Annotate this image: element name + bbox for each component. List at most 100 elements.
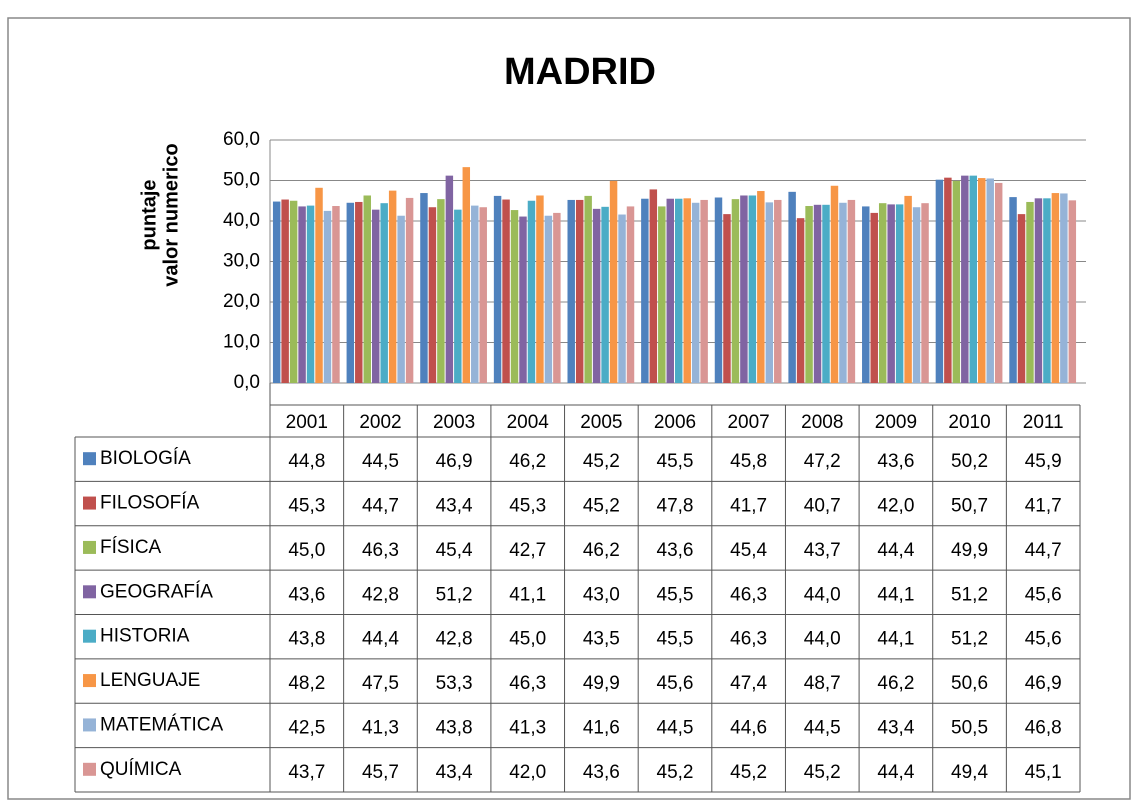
- data-label: 40,7: [804, 496, 841, 517]
- data-label: 46,3: [509, 673, 546, 694]
- data-label: 42,5: [288, 717, 325, 738]
- data-label: 46,2: [583, 540, 620, 561]
- data-label: 47,2: [804, 451, 841, 472]
- data-label: 46,2: [877, 673, 914, 694]
- bar: [649, 189, 658, 383]
- data-label: 42,0: [509, 762, 546, 783]
- x-tick-label: 2009: [875, 412, 917, 433]
- data-label: 44,1: [877, 584, 914, 605]
- data-label: 45,0: [288, 540, 325, 561]
- legend-swatch: [83, 540, 96, 554]
- bar: [388, 190, 397, 383]
- bar: [575, 199, 584, 383]
- data-label: 50,5: [951, 717, 988, 738]
- data-label: 43,6: [877, 451, 914, 472]
- x-tick-label: 2007: [727, 412, 769, 433]
- data-label: 43,6: [583, 762, 620, 783]
- data-label: 46,9: [1025, 673, 1062, 694]
- data-label: 45,3: [288, 496, 325, 517]
- bar: [479, 207, 487, 383]
- bar: [567, 199, 575, 383]
- data-label: 43,8: [436, 717, 473, 738]
- x-tick-label: 2001: [286, 412, 328, 433]
- legend-label: HISTORIA: [100, 626, 190, 647]
- y-label-line: valor numerico: [160, 143, 182, 286]
- data-label: 43,4: [436, 496, 473, 517]
- data-label: 45,5: [657, 584, 694, 605]
- data-label: 43,6: [657, 540, 694, 561]
- bar: [609, 180, 618, 383]
- bar: [289, 200, 298, 383]
- bar: [757, 191, 765, 383]
- legend-label: FILOSOFÍA: [100, 493, 200, 514]
- bar: [601, 206, 609, 383]
- bar: [306, 205, 315, 383]
- x-tick-label: 2008: [801, 412, 843, 433]
- legend-swatch: [83, 585, 96, 599]
- data-label: 45,2: [657, 762, 694, 783]
- y-tick-label: 10,0: [223, 332, 260, 353]
- data-label: 51,2: [436, 584, 473, 605]
- data-label: 47,4: [730, 673, 767, 694]
- legend-swatch: [83, 629, 96, 643]
- bar: [714, 197, 723, 383]
- data-label: 51,2: [951, 584, 988, 605]
- data-label: 43,7: [288, 762, 325, 783]
- legend-label: LENGUAJE: [100, 670, 200, 691]
- bar: [363, 195, 371, 383]
- data-label: 44,4: [877, 540, 914, 561]
- data-label: 45,4: [730, 540, 767, 561]
- data-label: 41,3: [362, 717, 399, 738]
- bar: [774, 199, 782, 383]
- bar: [658, 206, 666, 383]
- y-axis-label: puntaje valor numerico: [138, 143, 182, 286]
- x-tick-label: 2004: [507, 412, 550, 433]
- data-label: 50,6: [951, 673, 988, 694]
- bar: [553, 212, 561, 383]
- bar: [904, 195, 912, 383]
- data-label: 44,4: [877, 762, 914, 783]
- data-label: 45,0: [509, 629, 546, 650]
- bar: [1060, 193, 1068, 383]
- data-label: 44,5: [804, 717, 841, 738]
- bar: [683, 198, 691, 383]
- bar: [315, 187, 323, 383]
- data-label: 44,6: [730, 717, 767, 738]
- data-label: 45,1: [1025, 762, 1062, 783]
- data-label: 45,8: [730, 451, 767, 472]
- data-label: 49,4: [951, 762, 988, 783]
- bar: [536, 195, 544, 383]
- y-tick-label: 40,0: [223, 210, 260, 231]
- bar: [405, 197, 414, 383]
- bar: [437, 199, 445, 383]
- data-label: 45,4: [436, 540, 473, 561]
- data-label: 44,4: [362, 629, 399, 650]
- data-label: 41,3: [509, 717, 546, 738]
- bar: [952, 180, 961, 383]
- data-label: 46,9: [436, 451, 473, 472]
- data-label: 47,5: [362, 673, 399, 694]
- x-tick-label: 2011: [1023, 412, 1064, 433]
- data-label: 50,7: [951, 496, 988, 517]
- data-label: 45,5: [657, 629, 694, 650]
- bar: [618, 214, 626, 383]
- y-tick-label: 20,0: [223, 291, 260, 312]
- bar: [519, 216, 527, 383]
- data-label: 45,2: [804, 762, 841, 783]
- data-label: 44,5: [657, 717, 694, 738]
- bar: [986, 178, 994, 383]
- x-tick-label: 2002: [359, 412, 401, 433]
- bar: [1034, 198, 1043, 383]
- bar: [813, 204, 822, 383]
- bar: [346, 202, 355, 383]
- bar: [493, 195, 502, 383]
- data-label: 44,5: [362, 451, 399, 472]
- data-label: 51,2: [951, 629, 988, 650]
- y-tick-label: 50,0: [223, 170, 260, 191]
- bar: [700, 199, 708, 383]
- bar: [978, 178, 986, 383]
- data-label: 42,0: [877, 496, 914, 517]
- bar: [454, 209, 462, 383]
